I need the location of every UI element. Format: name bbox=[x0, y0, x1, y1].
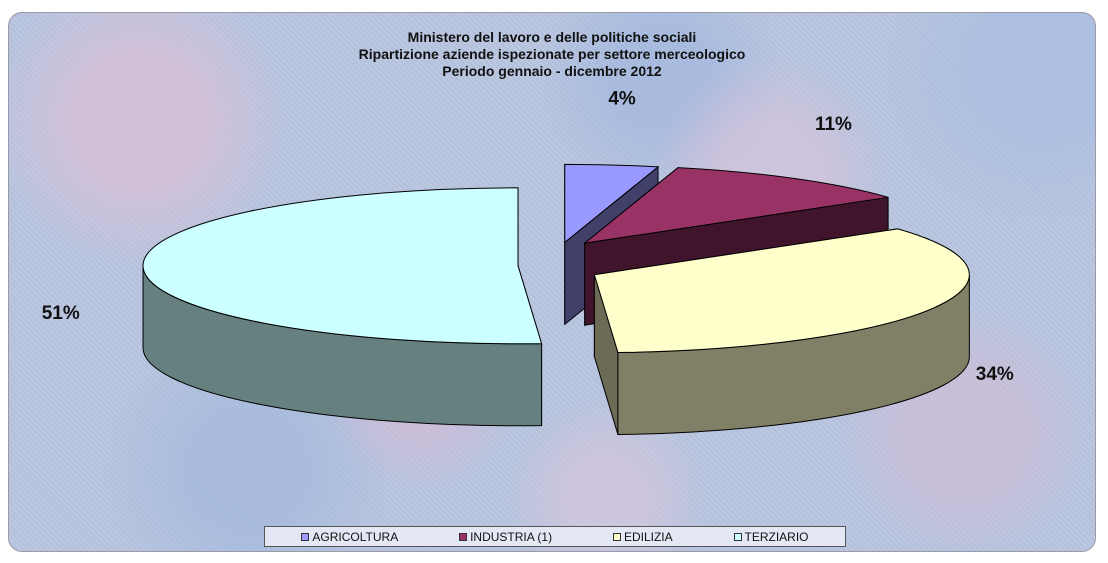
legend-item-industria: INDUSTRIA (1) bbox=[459, 530, 552, 544]
pie-slice-edilizia bbox=[593, 228, 970, 436]
data-label-edilizia: 34% bbox=[976, 364, 1014, 385]
chart-title-line-3: Periodo gennaio - dicembre 2012 bbox=[442, 63, 662, 79]
legend: AGRICOLTURA INDUSTRIA (1) EDILIZIA TERZI… bbox=[264, 526, 846, 547]
legend-swatch bbox=[612, 532, 621, 541]
legend-label: INDUSTRIA (1) bbox=[470, 529, 553, 544]
legend-label: AGRICOLTURA bbox=[312, 529, 399, 544]
legend-item-edilizia: EDILIZIA bbox=[612, 529, 673, 544]
data-label-terziario: 51% bbox=[42, 303, 80, 324]
data-label-industria: 11% bbox=[815, 114, 852, 135]
chart-title-line-2: Ripartizione aziende ispezionate per set… bbox=[358, 46, 746, 62]
pie-slices bbox=[142, 163, 970, 436]
legend-item-agricoltura: AGRICOLTURA bbox=[301, 530, 398, 544]
slice-top bbox=[582, 167, 889, 244]
chart-title: Ministero del lavoro e delle politiche s… bbox=[9, 29, 1095, 80]
legend-label: EDILIZIA bbox=[623, 529, 673, 544]
chart-title-line-1: Ministero del lavoro e delle politiche s… bbox=[407, 29, 697, 45]
pie-slice-terziario bbox=[142, 187, 543, 427]
legend-swatch bbox=[301, 532, 310, 541]
data-label-agricoltura: 4% bbox=[608, 88, 636, 109]
legend-label: TERZIARIO bbox=[744, 529, 809, 544]
legend-swatch bbox=[733, 532, 742, 541]
pie-data-labels: 4% 11% 34% 51% bbox=[42, 88, 1014, 385]
legend-swatch bbox=[459, 532, 468, 541]
legend-item-terziario: TERZIARIO bbox=[733, 529, 809, 544]
slice-top bbox=[564, 163, 660, 244]
slice-top bbox=[593, 228, 970, 354]
slice-top bbox=[142, 187, 543, 345]
